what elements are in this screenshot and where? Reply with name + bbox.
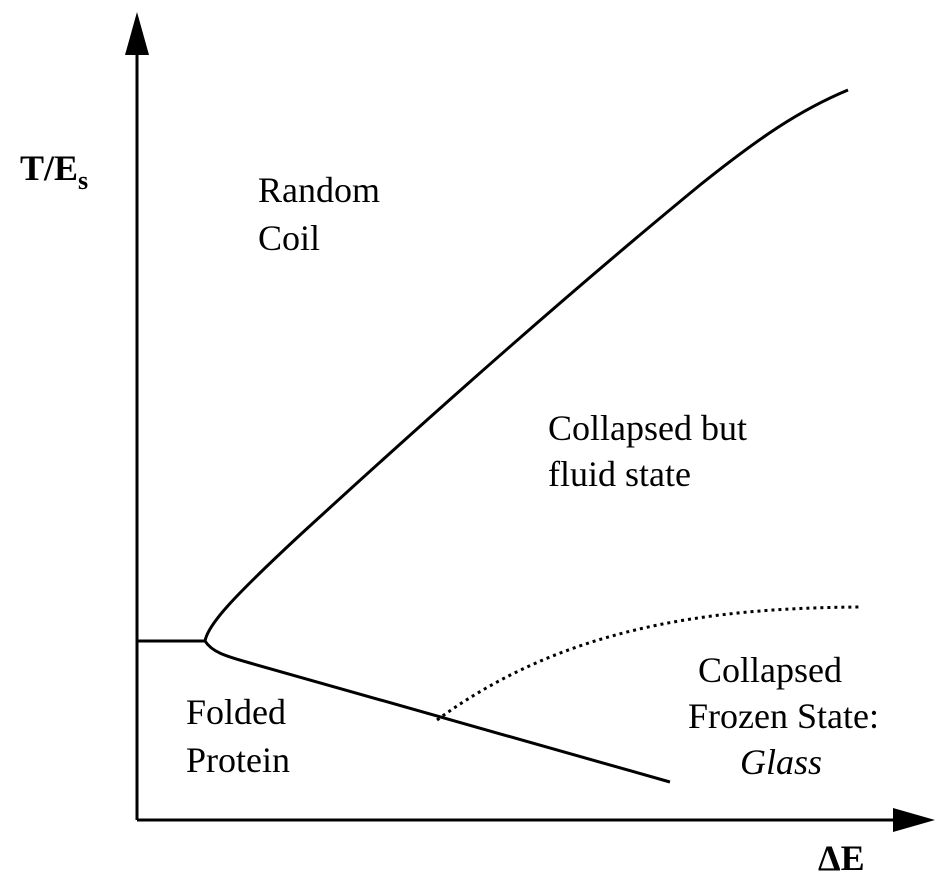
region-label: Collapsed but [548, 408, 747, 448]
region-label: Random [258, 170, 380, 210]
region-label: fluid state [548, 454, 691, 494]
region-label: Frozen State: [688, 696, 879, 736]
y-label-sub: s [78, 166, 88, 195]
y-arrow [125, 12, 149, 55]
region-label: Glass [740, 742, 822, 782]
y-label-main: T/E [20, 148, 78, 188]
region-label: Protein [186, 740, 290, 780]
x-arrow [893, 808, 935, 832]
region-label: Collapsed [698, 650, 842, 690]
y-axis-label: T/Es [20, 148, 88, 195]
region-label: Folded [186, 692, 286, 732]
boundary-glass [436, 605, 861, 722]
boundary-folding [203, 640, 671, 784]
boundary-collapse [203, 88, 849, 642]
region-label: Coil [258, 218, 320, 258]
x-axis-label: ΔE [818, 838, 865, 878]
